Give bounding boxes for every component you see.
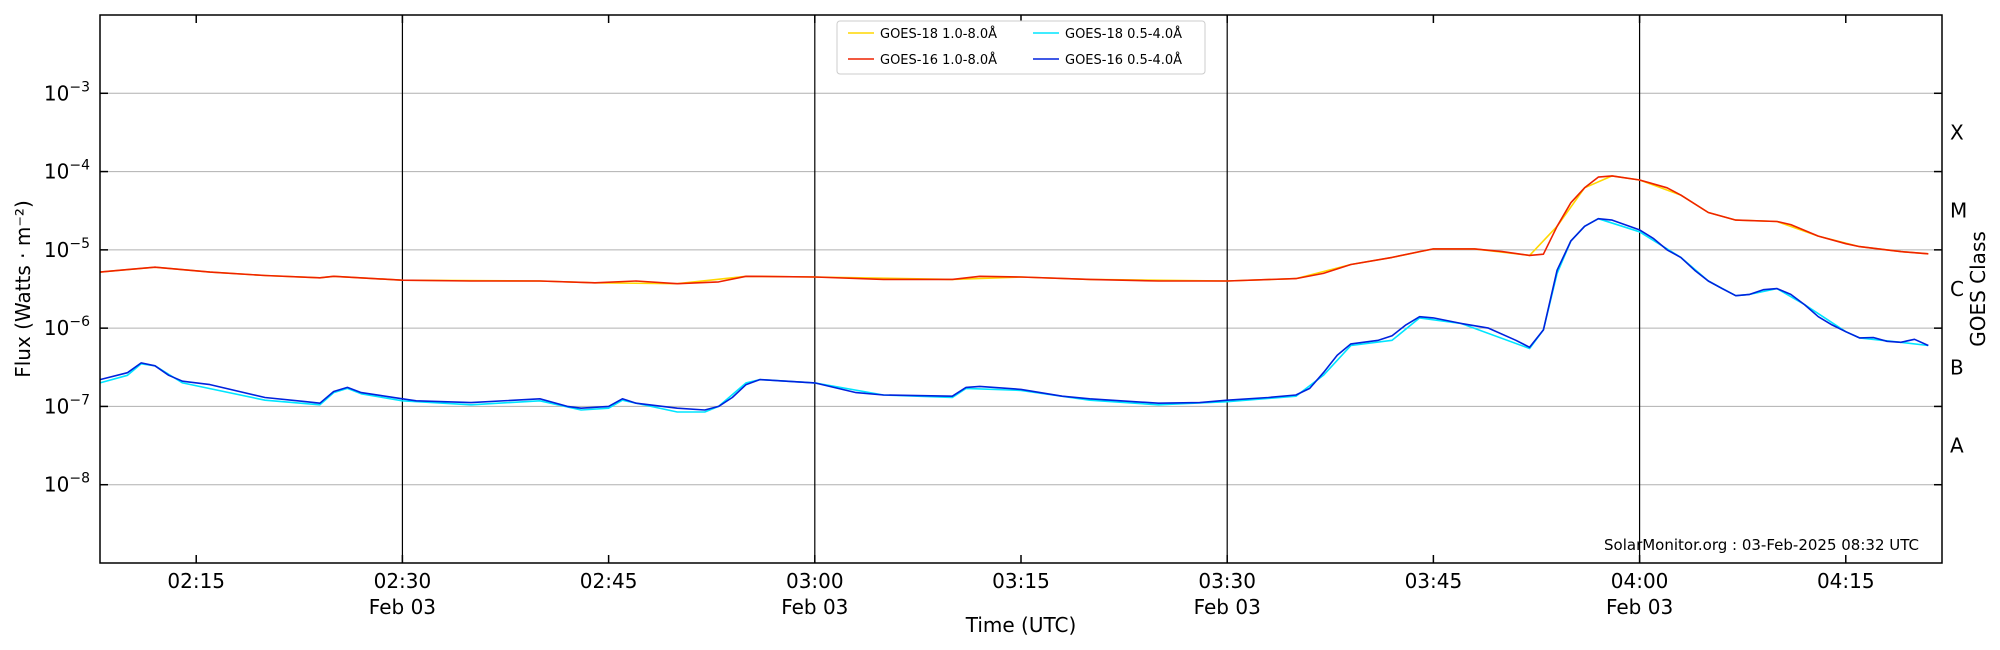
series-line-4: [99, 217, 1929, 411]
y-axis-title-text: Flux (Watts · m⁻²): [11, 200, 35, 378]
series-line-2: [99, 175, 1929, 285]
goes-class-label: B: [1950, 355, 1964, 379]
y-tick-label: 10−7: [44, 392, 90, 418]
legend: GOES-18 1.0-8.0Å GOES-16 1.0-8.0Å GOES-18 …: [836, 20, 1206, 75]
x-tick-date-label: Feb 03: [1606, 595, 1673, 619]
series-layer: [99, 175, 1929, 413]
y-axis-title: Flux (Watts · m⁻²): [11, 200, 35, 378]
x-tick-label: 03:30: [1198, 569, 1256, 593]
x-tick-date-label: Feb 03: [781, 595, 848, 619]
y-tick-label: 10−5: [44, 236, 90, 262]
x-tick-date-label: Feb 03: [1194, 595, 1261, 619]
series-line-1: [99, 175, 1929, 285]
goes-class-label: X: [1950, 120, 1964, 144]
y-tick-label: 10−3: [44, 79, 90, 105]
x-tick-label: 04:15: [1817, 569, 1875, 593]
legend-entry-label: GOES-16 0.5-4.0Å: [1065, 52, 1182, 68]
plot-frame: [99, 14, 1943, 564]
legend-entry-label: GOES-18 0.5-4.0Å: [1065, 26, 1182, 42]
legend-entry-label: GOES-16 1.0-8.0Å: [880, 52, 997, 68]
grid-layer: [100, 92, 1942, 486]
series-line-3: [99, 217, 1929, 413]
x-tick-label: 03:00: [786, 569, 844, 593]
y-tick-label: 10−8: [44, 471, 90, 497]
legend-entry-label: GOES-18 1.0-8.0Å: [880, 26, 997, 42]
x-tick-label: 02:30: [374, 569, 432, 593]
svg-text:Flux (Watts · m⁻²): Flux (Watts · m⁻²): [11, 200, 35, 378]
x-tick-label: 02:15: [167, 569, 225, 593]
goes-class-label: A: [1950, 434, 1964, 458]
x-tick-date-label: Feb 03: [369, 595, 436, 619]
x-axis-title: Time (UTC): [965, 613, 1077, 637]
x-tick-label: 03:45: [1405, 569, 1463, 593]
goes-class-label: C: [1950, 277, 1964, 301]
watermark-annotation: SolarMonitor.org : 03-Feb-2025 08:32 UTC: [1604, 536, 1919, 554]
goes-class-labels: A B C M X: [1950, 120, 1967, 457]
x-tick-label: 02:45: [580, 569, 638, 593]
x-tick-label: 03:15: [992, 569, 1050, 593]
x-tick-label: 04:00: [1611, 569, 1669, 593]
y-tick-label: 10−4: [44, 158, 90, 184]
vertical-lines: [401, 15, 1641, 563]
legend-box: [836, 20, 1206, 75]
y-tick-label: 10−6: [44, 314, 90, 340]
goes-class-label: M: [1950, 199, 1967, 223]
goes-class-axis-title: GOES Class: [1966, 231, 1990, 347]
